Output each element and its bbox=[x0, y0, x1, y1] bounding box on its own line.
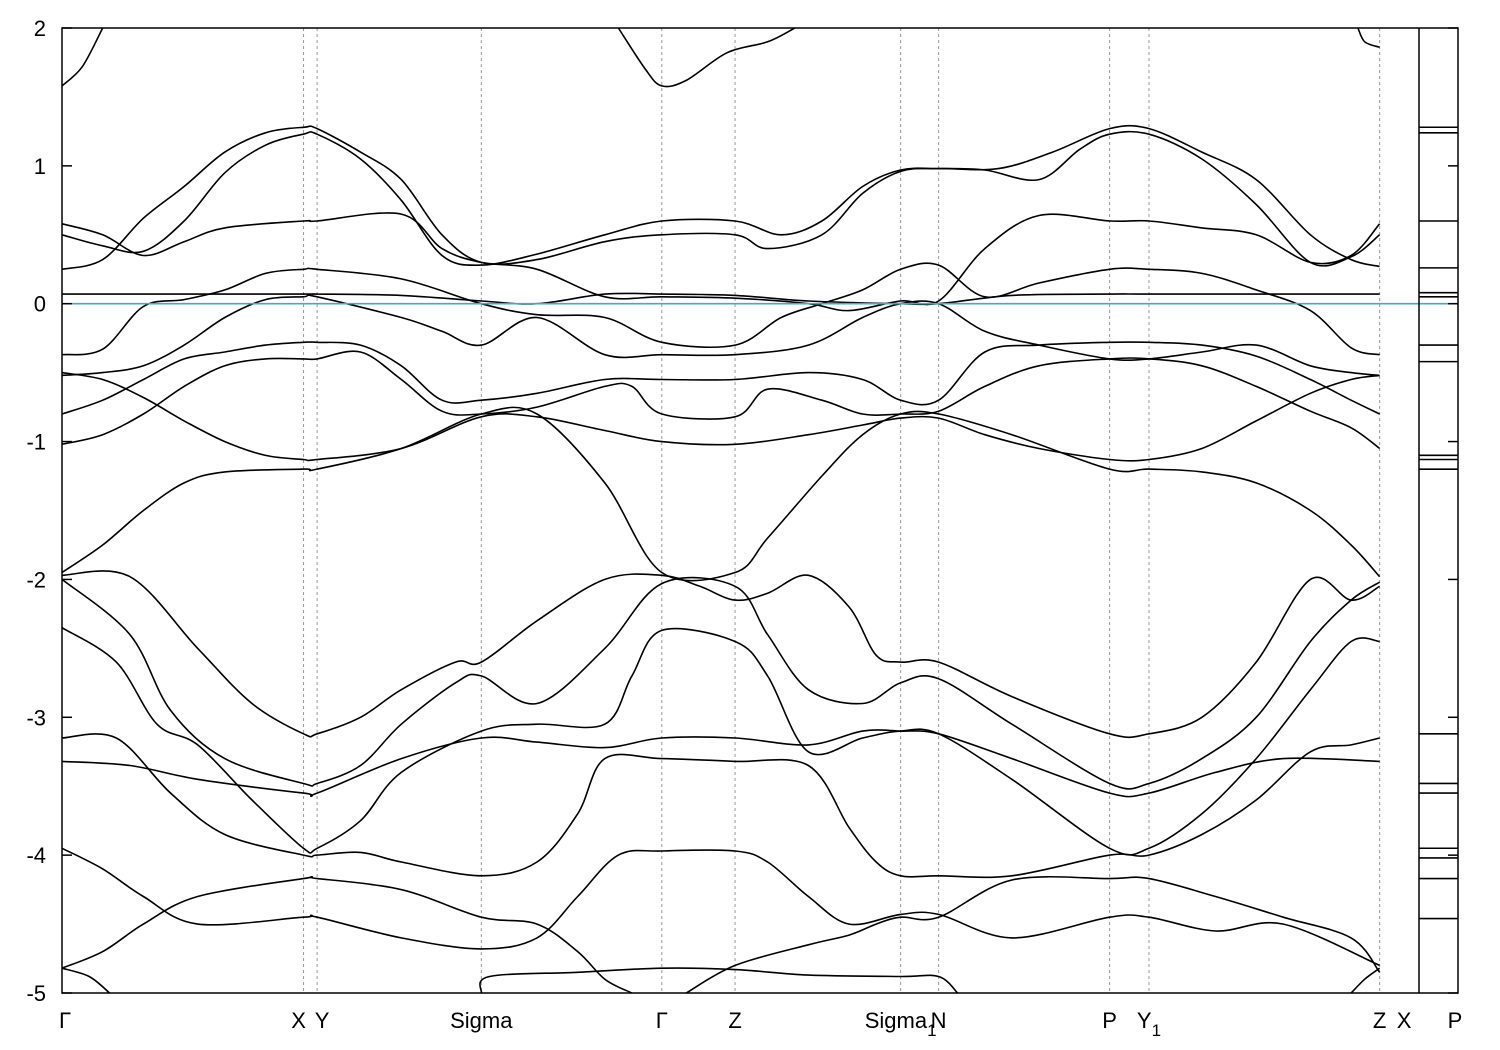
y-tick-label-7: -5 bbox=[26, 981, 46, 1006]
x-tick-label-4: Γ bbox=[656, 1008, 668, 1033]
band-22 bbox=[479, 967, 959, 994]
x-tick-label-9: Y1 bbox=[1137, 1008, 1161, 1040]
band-14 bbox=[61, 576, 1381, 790]
side-level-panel bbox=[1419, 126, 1458, 920]
band-17 bbox=[61, 729, 1380, 798]
x-tick-label-6: Sigma1 bbox=[865, 1008, 937, 1040]
band-9 bbox=[61, 341, 1380, 415]
band-23 bbox=[1350, 967, 1381, 994]
band-21 bbox=[61, 967, 111, 994]
band-19 bbox=[61, 875, 633, 994]
x-tick-label-7: N bbox=[931, 1008, 947, 1033]
y-tick-label-3: -1 bbox=[26, 430, 46, 455]
high-symmetry-gridlines bbox=[303, 28, 1381, 993]
band-5 bbox=[61, 212, 1381, 312]
band-15 bbox=[61, 627, 1380, 856]
band-lines bbox=[61, 27, 1381, 994]
plot-frame bbox=[61, 27, 1459, 994]
x-tick-label-2: Y bbox=[315, 1008, 330, 1033]
y-tick-label-1: 1 bbox=[34, 154, 46, 179]
x-tick-label-5: Z bbox=[728, 1008, 741, 1033]
band-3 bbox=[61, 124, 1380, 271]
y-tick-label-4: -2 bbox=[26, 567, 46, 592]
band-13 bbox=[61, 570, 1381, 739]
x-tick-label-8: P bbox=[1102, 1008, 1117, 1033]
x-tick-label-10: Z bbox=[1373, 1008, 1386, 1033]
x-tick-label-11: X bbox=[1397, 1008, 1412, 1033]
y-tick-label-0: 2 bbox=[34, 16, 46, 41]
band-8 bbox=[61, 294, 1380, 377]
band-16 bbox=[61, 733, 1380, 879]
band-20 bbox=[685, 875, 1381, 994]
band-1 bbox=[617, 27, 796, 88]
x-tick-label-1: X bbox=[291, 1008, 306, 1033]
y-tick-label-2: 0 bbox=[34, 292, 46, 317]
band-6 bbox=[62, 292, 1380, 306]
x-tick-label-12: P bbox=[1448, 1008, 1463, 1033]
x-tick-label-3: Sigma bbox=[450, 1008, 513, 1033]
band-0 bbox=[61, 27, 104, 87]
band-10 bbox=[61, 350, 1381, 450]
band-4 bbox=[61, 130, 1381, 267]
band-12 bbox=[61, 406, 1381, 582]
y-tick-label-5: -3 bbox=[26, 705, 46, 730]
band-7 bbox=[61, 262, 1380, 356]
band-11 bbox=[61, 371, 1380, 462]
band-2 bbox=[1357, 27, 1380, 49]
x-tick-label-0: Γ bbox=[59, 1008, 71, 1033]
band-18 bbox=[61, 847, 1380, 967]
y-tick-label-6: -4 bbox=[26, 843, 46, 868]
y-axis-ticks: 2 1 0 -1 -2 -3 -4 -5 bbox=[26, 16, 1458, 1006]
